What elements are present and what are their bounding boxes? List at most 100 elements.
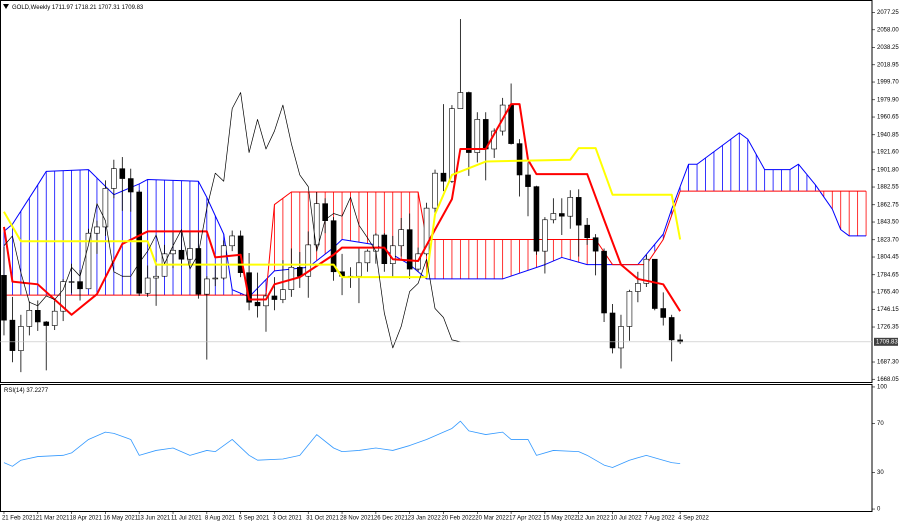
y-tick-label: 1960.65 <box>877 115 899 121</box>
y-tick-label: 0 <box>877 507 881 513</box>
candle-body <box>204 278 210 295</box>
chart-title: GOLD,Weekly <box>12 5 50 11</box>
close-value: 1709.83 <box>122 5 144 11</box>
x-tick-label: 13 Jun 2021 <box>137 516 171 522</box>
candle-body <box>9 319 16 351</box>
candle-body <box>567 197 574 217</box>
candle-body <box>601 250 607 314</box>
span-a-line <box>3 132 867 298</box>
x-tick-label: 17 Apr 2022 <box>509 516 542 522</box>
x-tick-label: 16 May 2021 <box>103 516 138 522</box>
y-tick-label: 1979.90 <box>877 97 899 103</box>
candle-body <box>609 312 616 349</box>
candle-body <box>195 248 202 295</box>
candle-body <box>34 310 41 323</box>
x-tick-label: 28 Nov 2021 <box>340 516 375 522</box>
x-tick-label: 18 Apr 2021 <box>70 516 103 522</box>
candle-body <box>440 172 447 182</box>
axes: 2077.25 2058.00 2038.25 2018.95 1999.70 1979.… <box>2 10 899 521</box>
y-tick-label: 1765.40 <box>877 290 899 296</box>
x-tick-label: 11 Jul 2021 <box>171 516 202 522</box>
candle-body <box>254 301 261 307</box>
indicator-line <box>3 92 461 349</box>
candle-body <box>68 281 75 283</box>
price-label-box <box>874 337 898 346</box>
candle-body <box>102 188 109 228</box>
y-tick-label: 2018.95 <box>877 62 899 68</box>
y-tick-label: 1668.05 <box>877 377 899 383</box>
candle-body <box>305 244 312 277</box>
x-tick-label: 7 Aug 2022 <box>644 516 675 522</box>
x-tick-label: 8 Aug 2021 <box>205 516 236 522</box>
candle-body <box>389 245 396 264</box>
candle-body <box>457 92 464 109</box>
candle-body <box>550 213 557 221</box>
candle-body <box>668 317 675 341</box>
y-tick-label: 100 <box>877 385 888 391</box>
candle-body <box>94 226 100 234</box>
symbol-icon <box>3 4 9 9</box>
candle-body <box>313 203 320 246</box>
candle-body <box>584 224 590 239</box>
span-b-line <box>3 190 867 296</box>
candle-body <box>449 108 455 182</box>
candle-body <box>592 237 599 252</box>
indicator-line <box>3 147 682 279</box>
candle-body <box>119 168 126 179</box>
candle-body <box>626 291 633 327</box>
y-tick-label: 2038.25 <box>877 45 899 51</box>
x-tick-label: 31 Oct 2021 <box>306 516 339 522</box>
candle-body <box>144 277 151 294</box>
rsi-value: 37.2277 <box>26 388 48 394</box>
candle-body <box>618 326 624 349</box>
rsi-header: RSI(14) 37.2277 <box>4 388 49 394</box>
x-tick-label: 12 Jun 2022 <box>577 516 611 522</box>
candle-body <box>474 119 481 153</box>
y-tick-label: 1746.15 <box>877 307 899 313</box>
x-tick-label: 20 Feb 2022 <box>441 516 475 522</box>
y-tick-label: 1687.30 <box>877 360 899 366</box>
y-tick-label: 1940.85 <box>877 132 899 138</box>
y-tick-label: 30 <box>877 470 884 476</box>
y-tick-label: 1804.45 <box>877 255 899 261</box>
y-tick-label: 1882.55 <box>877 185 899 191</box>
candle-body <box>263 295 269 307</box>
y-tick-label: 2058.00 <box>877 27 899 33</box>
candle-body <box>26 310 33 327</box>
x-tick-label: 21 Feb 2021 <box>2 516 36 522</box>
price-plot <box>0 19 872 373</box>
candle-body <box>356 262 362 277</box>
rsi-title: RSI(14) <box>4 388 25 394</box>
candle-body <box>1 275 7 321</box>
y-tick-label: 70 <box>877 421 884 427</box>
candle-body <box>406 229 413 270</box>
candle-body <box>51 310 58 326</box>
candle-body <box>220 245 227 279</box>
candle-body <box>136 191 143 294</box>
chart-header: GOLD,Weekly 1711.97 1718.21 1707.31 1709… <box>12 5 144 11</box>
x-tick-label: 21 Mar 2021 <box>36 516 70 522</box>
candle-body <box>643 258 650 284</box>
candle-body <box>533 186 540 252</box>
candle-body <box>398 229 405 247</box>
x-tick-label: 23 Jan 2022 <box>408 516 442 522</box>
candle-body <box>516 143 523 176</box>
y-tick-label: 1843.50 <box>877 220 899 226</box>
candle-body <box>575 197 582 226</box>
y-tick-label: 2077.25 <box>877 10 899 16</box>
y-tick-label: 1921.60 <box>877 150 899 156</box>
candle-body <box>660 308 667 318</box>
candle-body <box>212 277 219 280</box>
candle-body <box>542 219 548 252</box>
candle-body <box>364 250 371 264</box>
candle-body <box>153 275 159 279</box>
candle-body <box>77 281 83 290</box>
candle-body <box>111 168 117 189</box>
y-tick-label: 1823.70 <box>877 237 899 243</box>
price-pane-frame <box>0 0 873 383</box>
low-value: 1707.31 <box>98 5 120 11</box>
candle-body <box>508 104 514 144</box>
candle-body <box>559 213 565 217</box>
x-tick-label: 15 May 2022 <box>543 516 578 522</box>
